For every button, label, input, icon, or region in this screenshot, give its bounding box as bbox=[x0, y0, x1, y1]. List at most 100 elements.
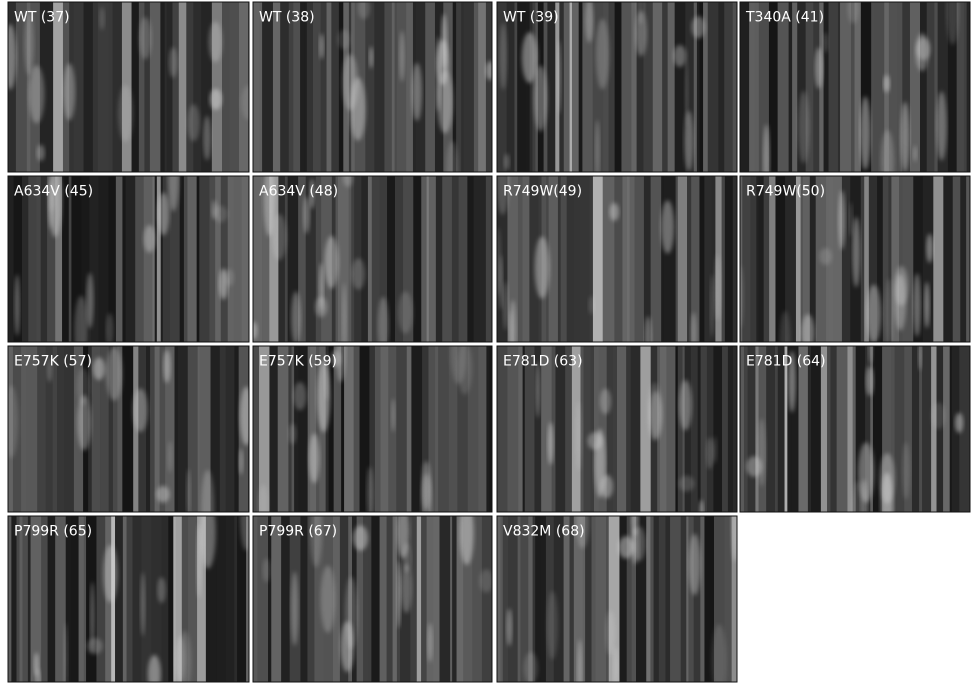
kymograph bbox=[8, 516, 249, 682]
stripe bbox=[569, 2, 573, 172]
stripe bbox=[183, 176, 188, 342]
image-panel: E781D (63) bbox=[496, 345, 738, 513]
stripe bbox=[966, 176, 970, 342]
stripe bbox=[713, 516, 726, 682]
streak bbox=[167, 176, 179, 212]
stripe bbox=[83, 516, 87, 682]
streak bbox=[865, 365, 874, 397]
stripe bbox=[766, 346, 776, 512]
stripe bbox=[920, 2, 928, 172]
stripe bbox=[631, 516, 637, 682]
stripe bbox=[787, 346, 792, 512]
stripe bbox=[220, 176, 229, 342]
streak bbox=[175, 636, 186, 682]
stripe bbox=[478, 2, 487, 172]
stripe bbox=[769, 176, 776, 342]
stripe bbox=[371, 516, 381, 682]
streak bbox=[860, 96, 871, 171]
streak bbox=[157, 577, 166, 604]
streak bbox=[99, 6, 105, 31]
stripe bbox=[909, 2, 921, 172]
stripe bbox=[740, 346, 745, 512]
kymograph bbox=[253, 2, 492, 172]
kymograph bbox=[497, 516, 737, 682]
panel-border bbox=[739, 345, 971, 513]
streak bbox=[309, 178, 315, 210]
stripe bbox=[650, 176, 662, 342]
kymograph bbox=[253, 346, 492, 512]
stripe bbox=[325, 346, 330, 512]
streak bbox=[609, 202, 619, 221]
stripe bbox=[819, 2, 825, 172]
stripe bbox=[742, 176, 751, 342]
stripe bbox=[338, 2, 344, 172]
streak bbox=[36, 144, 45, 162]
stripe bbox=[497, 346, 508, 512]
stripe bbox=[870, 346, 874, 512]
stripe bbox=[959, 346, 970, 512]
stripe bbox=[485, 2, 492, 172]
streak bbox=[349, 77, 366, 141]
stripe bbox=[514, 2, 518, 172]
streak bbox=[823, 32, 829, 53]
panel-border bbox=[7, 345, 250, 513]
stripe bbox=[602, 176, 611, 342]
streak bbox=[330, 350, 341, 367]
stripe bbox=[473, 2, 479, 172]
stripe bbox=[371, 176, 380, 342]
stripe bbox=[149, 2, 161, 172]
streak bbox=[838, 190, 846, 250]
stripe bbox=[573, 516, 584, 682]
image-panel: E757K (57) bbox=[7, 345, 250, 513]
stripe bbox=[662, 2, 669, 172]
stripe bbox=[159, 346, 166, 512]
stripe bbox=[287, 176, 299, 342]
stripe bbox=[351, 176, 355, 342]
stripe bbox=[463, 516, 473, 682]
stripe bbox=[785, 176, 797, 342]
streak bbox=[167, 440, 173, 473]
stripe bbox=[777, 346, 786, 512]
stripe bbox=[718, 2, 725, 172]
stripe bbox=[966, 2, 970, 172]
stripe bbox=[548, 176, 559, 342]
kymograph bbox=[253, 516, 492, 682]
stripe bbox=[608, 516, 620, 682]
streak bbox=[534, 236, 550, 299]
stripe bbox=[365, 2, 375, 172]
stripe bbox=[684, 346, 692, 512]
stripe bbox=[592, 176, 604, 342]
stripe bbox=[315, 176, 322, 342]
streak bbox=[819, 247, 832, 266]
streak bbox=[213, 205, 228, 223]
stripe bbox=[300, 2, 306, 172]
stripe bbox=[326, 2, 332, 172]
stripe bbox=[943, 346, 951, 512]
stripe bbox=[199, 176, 210, 342]
streak bbox=[635, 10, 647, 57]
stripe bbox=[201, 2, 213, 172]
stripe bbox=[21, 346, 27, 512]
stripe bbox=[589, 176, 594, 342]
stripe bbox=[246, 516, 249, 682]
streak bbox=[147, 654, 161, 682]
panel-label: T340A (41) bbox=[745, 10, 824, 26]
stripe bbox=[612, 346, 618, 512]
stripe bbox=[897, 2, 903, 172]
stripe bbox=[154, 346, 161, 512]
streak bbox=[852, 481, 864, 512]
stripe bbox=[686, 516, 689, 682]
stripe bbox=[947, 2, 958, 172]
stripe bbox=[356, 516, 364, 682]
stripe bbox=[39, 2, 50, 172]
stripe bbox=[229, 2, 240, 172]
stripe bbox=[253, 516, 258, 682]
stripe bbox=[26, 2, 31, 172]
streak bbox=[788, 351, 796, 413]
stripe bbox=[435, 346, 439, 512]
stripe bbox=[847, 346, 854, 512]
streak bbox=[342, 176, 354, 187]
kymograph bbox=[8, 2, 249, 172]
stripe bbox=[117, 346, 123, 512]
stripe bbox=[425, 2, 436, 172]
